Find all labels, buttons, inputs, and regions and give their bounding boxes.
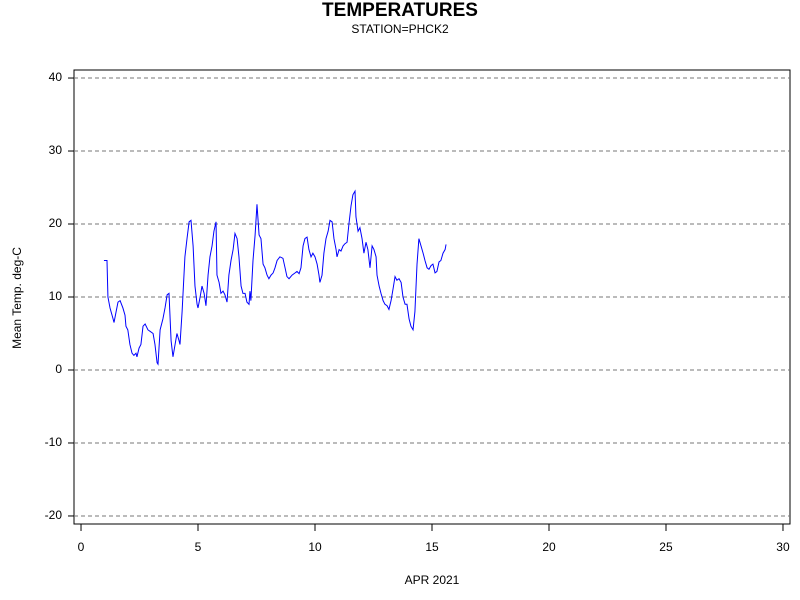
x-tick-label: 30 (776, 540, 790, 554)
y-tick-label: 30 (49, 143, 63, 157)
y-tick-label: -20 (45, 508, 63, 522)
x-tick-label: 20 (542, 540, 556, 554)
x-tick-label: 15 (425, 540, 439, 554)
y-tick-label: 0 (55, 362, 62, 376)
x-tick-label: 10 (308, 540, 322, 554)
x-tick-label: 5 (195, 540, 202, 554)
x-tick-label: 25 (659, 540, 673, 554)
y-tick-label: 10 (49, 289, 63, 303)
y-axis-label: Mean Temp. deg-C (10, 247, 24, 349)
chart-subtitle: STATION=PHCK2 (351, 22, 449, 36)
data-line (103, 189, 447, 366)
x-tick-label: 0 (78, 540, 85, 554)
y-tick-label: 20 (49, 216, 63, 230)
y-tick-label: -10 (45, 435, 63, 449)
chart-title: TEMPERATURES (322, 0, 478, 21)
y-tick-label: 40 (49, 70, 63, 84)
x-axis-label: APR 2021 (405, 573, 460, 587)
